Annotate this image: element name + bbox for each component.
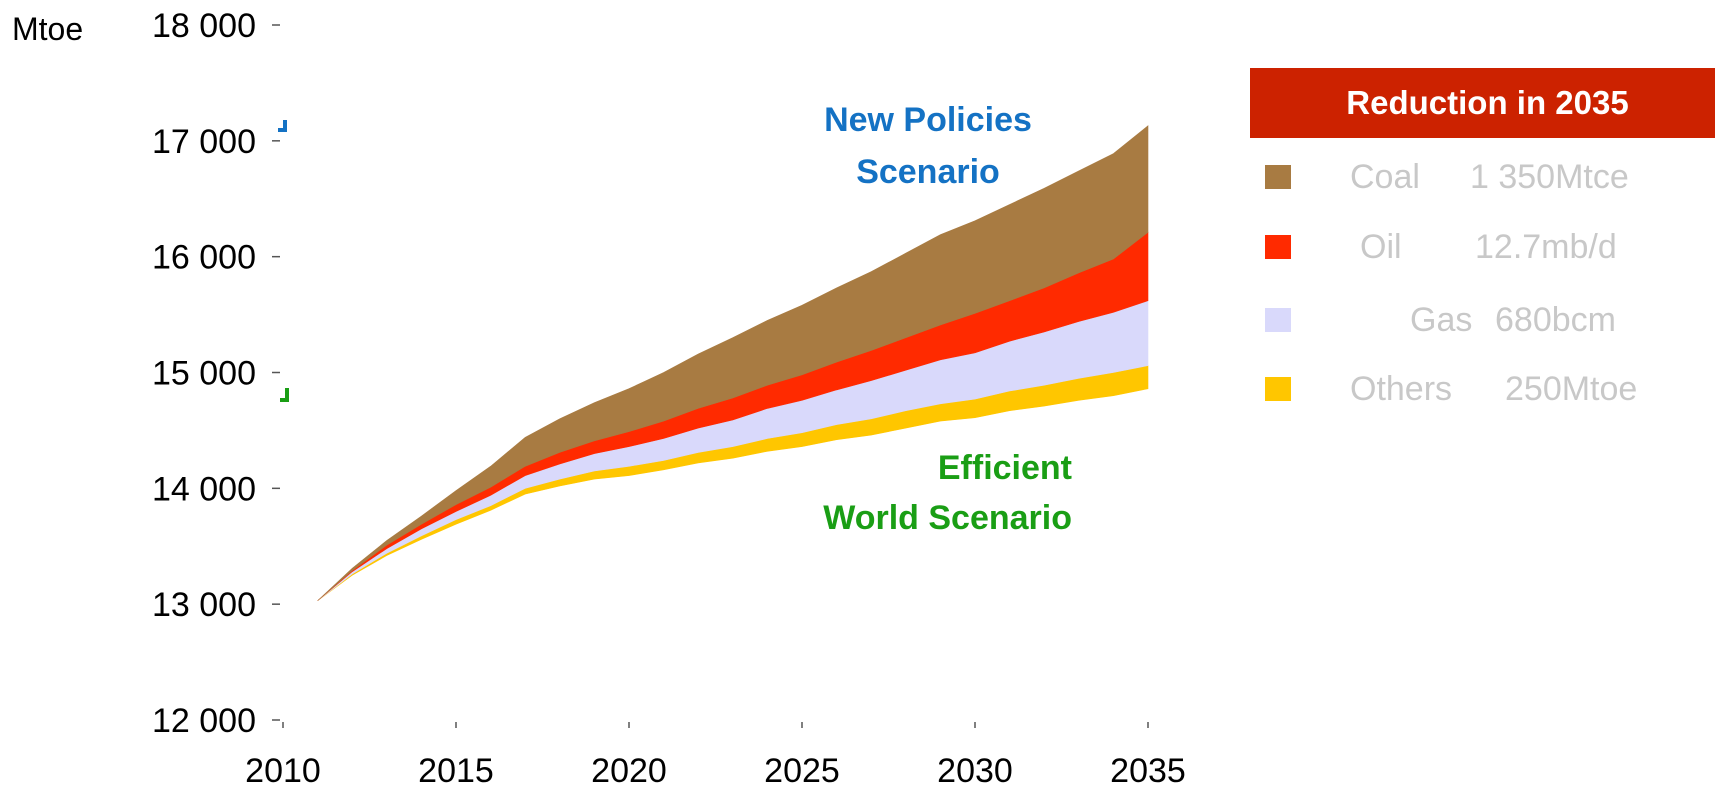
- area-coal: [317, 125, 1149, 601]
- x-tick-label: 2020: [591, 752, 667, 788]
- y-tick-label: 14 000: [152, 470, 256, 508]
- legend-item-others: Others 250Mtoe: [1250, 362, 1715, 422]
- x-axis: 2010 2015 2020 2025 2030 2035: [245, 722, 1186, 788]
- legend-item-value: 12.7mb/d: [1475, 228, 1617, 266]
- legend-swatch: [1265, 308, 1291, 332]
- y-axis-unit-label: Mtoe: [12, 11, 83, 47]
- y-tick-label: 13 000: [152, 586, 256, 624]
- efficient-world-marker: [280, 388, 289, 402]
- legend-title: Reduction in 2035: [1250, 68, 1715, 138]
- legend-item-coal: Coal 1 350Mtce: [1250, 150, 1715, 210]
- y-tick-label: 18 000: [152, 7, 256, 45]
- legend: Reduction in 2035 Coal 1 350Mtce Oil 12.7mb…: [1250, 68, 1715, 408]
- x-tick-label: 2010: [245, 752, 321, 788]
- new-policies-label: New Policies: [824, 101, 1032, 139]
- efficient-world-label: Efficient: [938, 449, 1072, 487]
- y-axis: 12 000 13 000 14 000 15 000 16 000 17 000 18 0…: [152, 7, 289, 740]
- legend-item-value: 250Mtoe: [1505, 370, 1638, 408]
- y-tick-label: 16 000: [152, 239, 256, 277]
- legend-item-name: Others: [1350, 370, 1453, 408]
- legend-item-oil: Oil 12.7mb/d: [1250, 220, 1715, 280]
- x-tick-label: 2015: [418, 752, 494, 788]
- new-policies-label: Scenario: [856, 153, 1000, 191]
- x-tick-label: 2030: [937, 752, 1013, 788]
- y-tick-label: 15 000: [152, 355, 256, 393]
- legend-item-value: 680bcm: [1495, 301, 1616, 339]
- legend-item-name: Oil: [1360, 228, 1402, 266]
- legend-swatch: [1265, 235, 1291, 259]
- new-policies-marker: [278, 120, 287, 132]
- x-tick-label: 2025: [764, 752, 840, 788]
- efficient-world-label: World Scenario: [823, 499, 1072, 537]
- y-tick-label: 12 000: [152, 702, 256, 740]
- legend-swatch: [1265, 165, 1291, 189]
- legend-item-name: Coal: [1350, 158, 1420, 196]
- legend-swatch: [1265, 377, 1291, 401]
- legend-item-name: Gas: [1410, 301, 1473, 339]
- legend-item-value: 1 350Mtce: [1470, 158, 1629, 196]
- x-tick-label: 2035: [1110, 752, 1186, 788]
- legend-item-gas: Gas 680bcm: [1250, 293, 1715, 353]
- area-layers: [317, 125, 1149, 601]
- y-tick-label: 17 000: [152, 123, 256, 161]
- annotations: New Policies Scenario Efficient World Scena…: [823, 101, 1072, 537]
